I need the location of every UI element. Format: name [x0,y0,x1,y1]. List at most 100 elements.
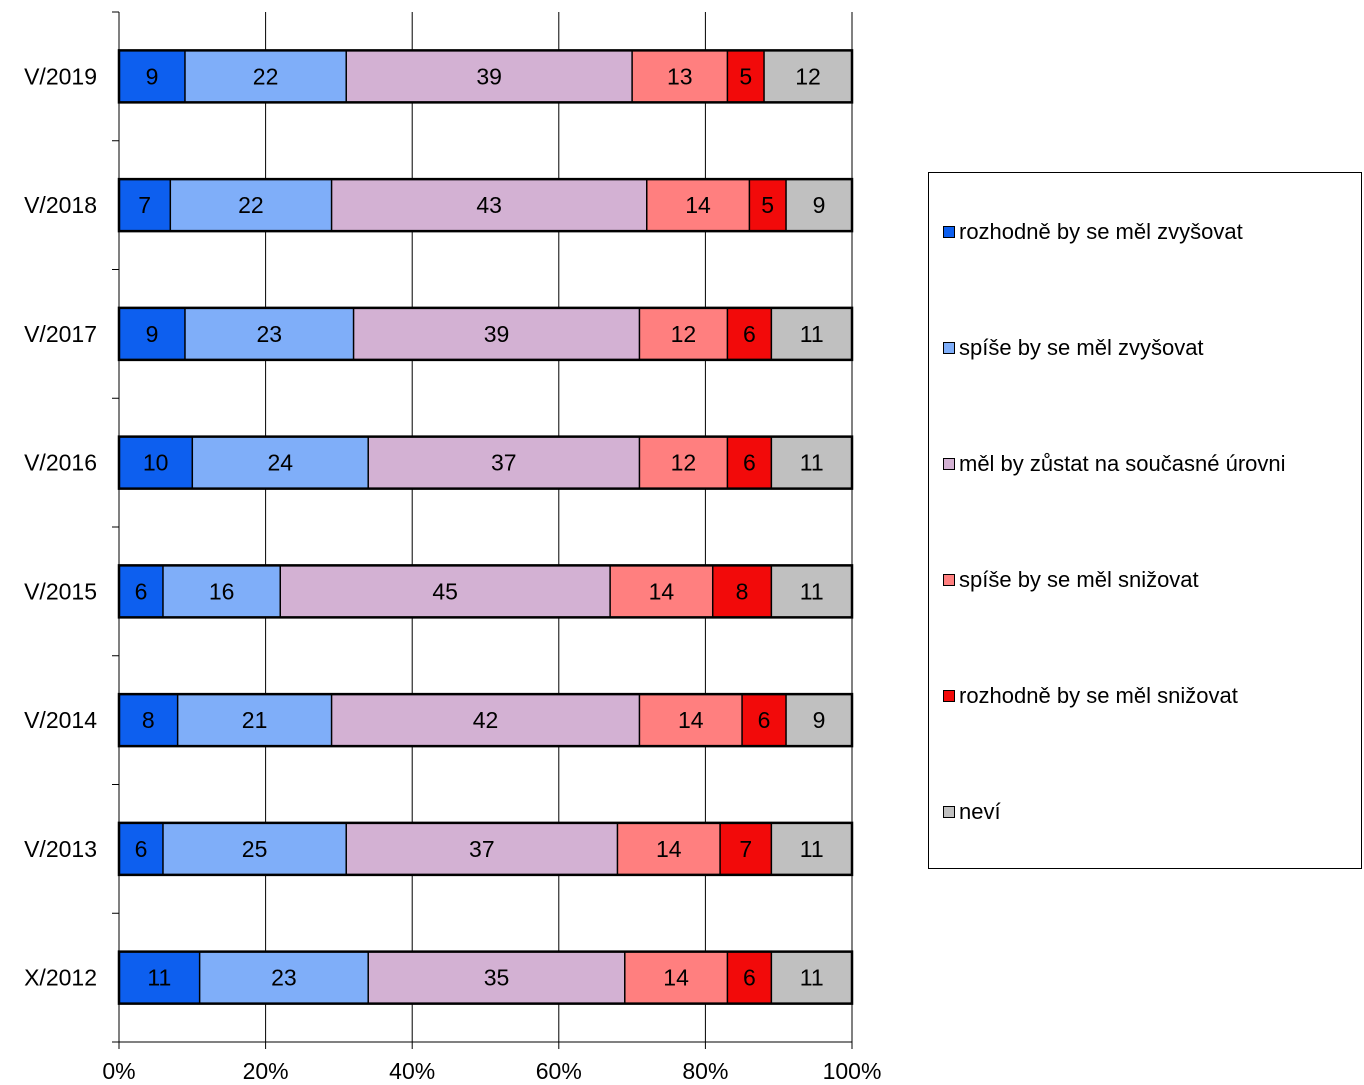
x-tick-label: 40% [389,1058,435,1084]
bar-segment [771,436,852,489]
data-label: 11 [800,450,824,476]
y-category-label: V/2016 [24,450,97,476]
legend-swatch [943,226,955,238]
data-label: 7 [739,836,752,862]
bar-group: 7 22 43 14 5 9 [117,177,854,233]
bar-outline [117,435,854,490]
bar-segment [617,822,721,875]
data-label: 9 [146,321,159,347]
data-label: 6 [135,836,148,862]
bar-segment [639,694,743,747]
bar-segment [749,179,787,232]
data-label: 9 [813,192,826,218]
bar-segment [786,694,852,747]
data-label: 21 [242,707,268,733]
bar-segment [162,822,347,875]
bar-segment [742,694,787,747]
bar-group: 9 22 39 13 5 12 [117,49,854,104]
data-label: 6 [743,450,756,476]
bar-segment [771,565,852,618]
bar-segment [720,822,772,875]
bar-segment [199,951,369,1004]
data-label: 45 [432,578,458,604]
data-label: 5 [761,192,774,218]
data-label: 11 [147,965,171,991]
bar-outline [117,692,854,748]
data-label: 11 [800,836,824,862]
bar-segment [192,436,369,489]
data-label: 7 [138,192,151,218]
bar-segment [119,179,171,232]
bar-segment [280,565,611,618]
data-label: 14 [649,578,675,604]
data-label: 23 [256,321,282,347]
legend-swatch [943,690,955,702]
bar-segment [119,50,185,103]
legend-label: rozhodně by se měl snižovat [959,683,1238,708]
legend: rozhodně by se měl zvyšovat spíše by se m… [928,172,1362,869]
data-label: 24 [267,450,293,476]
bar-segment [162,565,281,618]
data-label: 9 [146,63,159,89]
data-label: 37 [469,836,495,862]
legend-item: rozhodně by se měl snižovat [943,682,1238,710]
bar-outline [117,49,854,104]
bar-group: 10 24 37 12 6 11 [117,435,854,490]
data-label: 9 [813,707,826,733]
legend-swatch [943,458,955,470]
data-label: 10 [143,450,169,476]
data-label: 23 [271,965,297,991]
y-category-label: V/2015 [24,578,97,604]
y-category-label: V/2017 [24,321,97,347]
legend-swatch [943,342,955,354]
data-label: 39 [484,321,510,347]
bar-group: 9 23 39 12 6 11 [117,306,854,362]
bar-segment [610,565,713,618]
data-label: 13 [667,63,693,89]
data-label: 22 [238,192,264,218]
bar-segment [712,565,772,618]
data-label: 39 [476,63,502,89]
bar-segment [646,179,750,232]
bar-segment [119,436,193,489]
legend-label: neví [959,799,1001,824]
bar-segment [119,694,178,747]
data-label: 42 [473,707,499,733]
legend-swatch [943,574,955,586]
bar-segment [353,307,640,360]
bar-segment [368,436,640,489]
bar-segment [119,307,185,360]
x-tick-label: 80% [682,1058,728,1084]
legend-label: rozhodně by se měl zvyšovat [959,219,1243,244]
bar-segment [331,179,647,232]
bar-group: 6 16 45 14 8 11 [117,564,854,619]
bar-segment [119,822,163,875]
x-tick-label: 0% [102,1058,135,1084]
data-label: 11 [800,965,824,991]
bar-segment [771,822,852,875]
legend-item: měl by zůstat na současné úrovni [943,450,1286,478]
y-category-label: V/2013 [24,836,97,862]
data-label: 37 [491,450,517,476]
legend-label: měl by zůstat na současné úrovni [959,451,1286,476]
data-label: 35 [484,965,510,991]
data-label: 6 [135,578,148,604]
data-label: 14 [678,707,704,733]
bar-segment [119,951,200,1004]
legend-label: spíše by se měl snižovat [959,567,1199,592]
data-label: 6 [743,321,756,347]
bar-segment [764,50,852,103]
bar-segment [639,307,728,360]
data-label: 14 [685,192,711,218]
legend-swatch [943,806,955,818]
y-category-label: X/2012 [24,965,97,991]
bar-segment [170,179,332,232]
bar-segment [184,50,347,103]
bar-segment [771,951,852,1004]
legend-label: spíše by se měl zvyšovat [959,335,1204,360]
data-label: 5 [739,63,752,89]
data-label: 12 [671,450,697,476]
bar-segment [184,307,354,360]
data-label: 12 [795,63,821,89]
bar-segment [727,50,765,103]
